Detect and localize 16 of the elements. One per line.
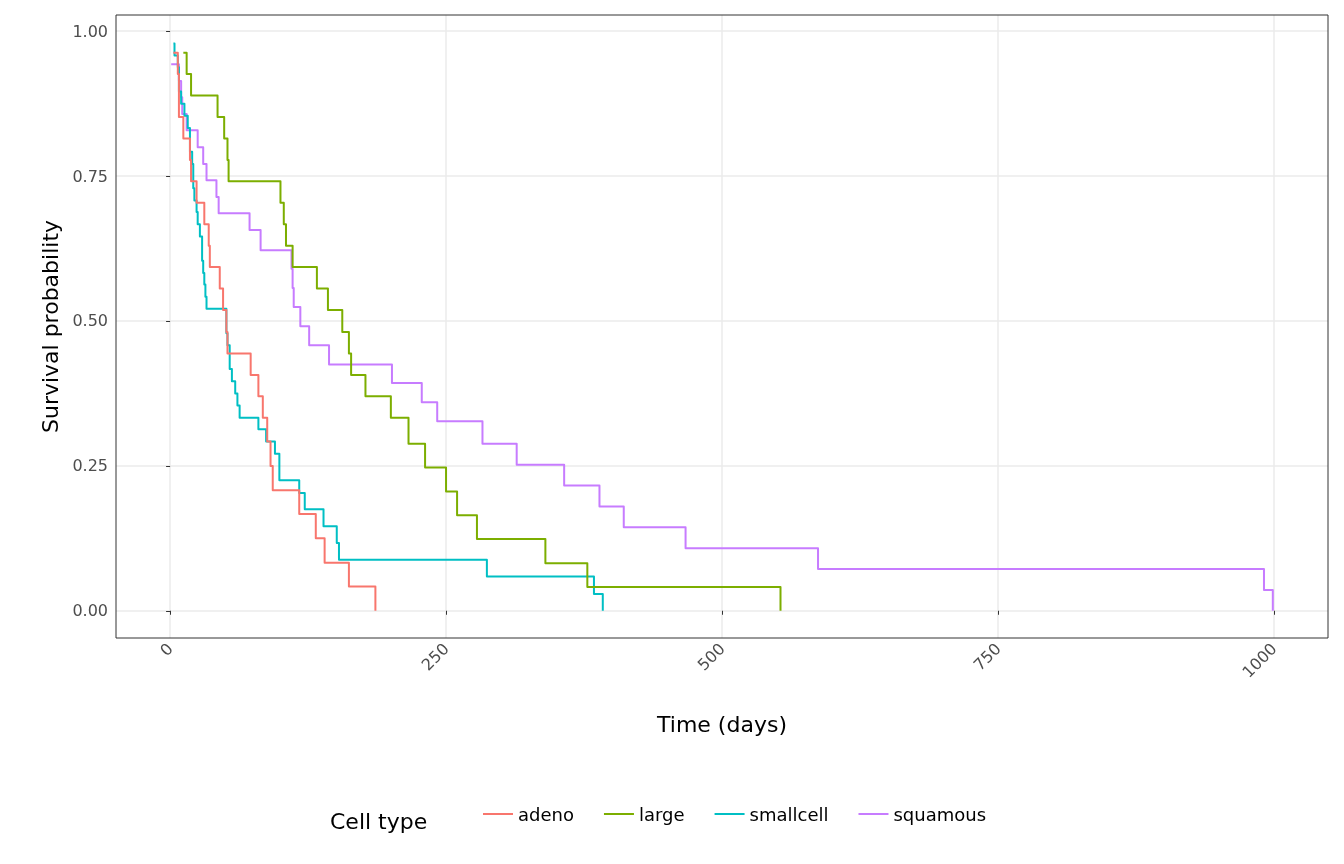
- x-axis-title: Time (days): [656, 711, 787, 737]
- y-axis-title: Survival probability: [37, 219, 63, 434]
- y-tick-label: 0.50: [72, 311, 108, 331]
- legend-title: Cell type: [330, 808, 428, 834]
- legend-label: adeno: [518, 803, 574, 825]
- legend-label: smallcell: [749, 803, 829, 825]
- y-tick-label: 0.25: [72, 456, 108, 476]
- legend-label: large: [638, 803, 685, 825]
- x-tick-label: 250: [417, 639, 453, 675]
- x-tick-label: 750: [969, 639, 1005, 675]
- y-tick-label: 1.00: [72, 21, 108, 41]
- x-tick-label: 0: [156, 639, 177, 660]
- x-tick-label: 500: [693, 639, 729, 675]
- legend-label: squamous: [893, 803, 987, 825]
- y-tick-label: 0.75: [72, 166, 108, 186]
- y-tick-label: 0.00: [72, 601, 108, 621]
